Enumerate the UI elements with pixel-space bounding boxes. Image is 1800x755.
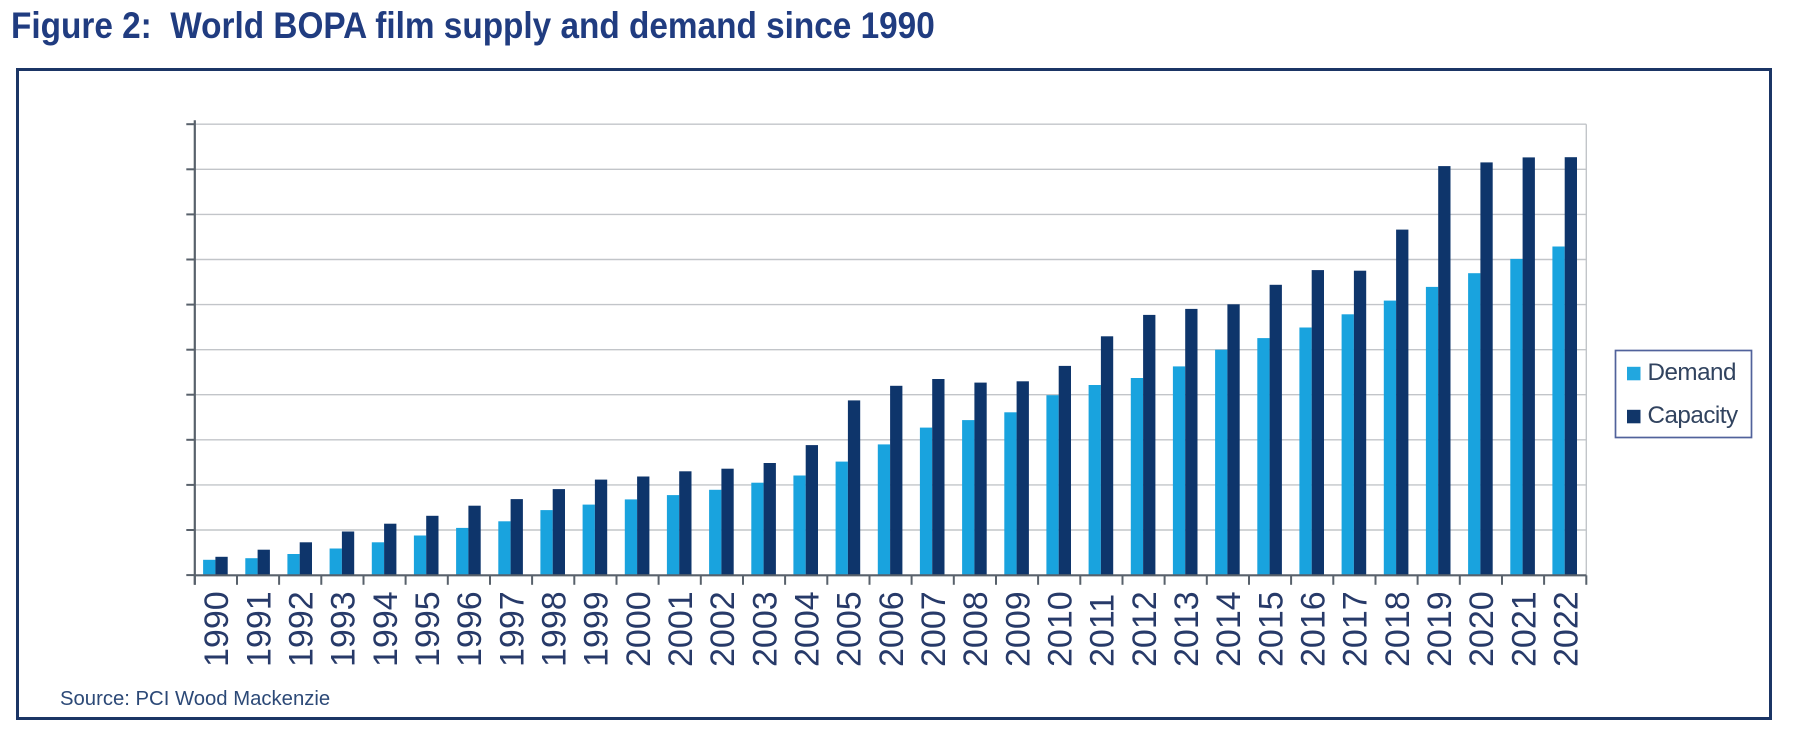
svg-text:1996: 1996 <box>451 591 489 667</box>
svg-text:2020: 2020 <box>1463 591 1501 667</box>
svg-text:2010: 2010 <box>1042 591 1080 667</box>
svg-text:1993: 1993 <box>325 591 363 667</box>
svg-text:1991: 1991 <box>240 591 278 667</box>
svg-text:2014: 2014 <box>1210 591 1248 667</box>
svg-text:Capacity: Capacity <box>1648 402 1740 429</box>
svg-text:1999: 1999 <box>578 591 616 667</box>
svg-text:1998: 1998 <box>536 591 574 667</box>
svg-text:1992: 1992 <box>283 591 321 667</box>
svg-text:2019: 2019 <box>1421 591 1459 667</box>
svg-text:2011: 2011 <box>1084 594 1122 667</box>
svg-text:2021: 2021 <box>1505 591 1543 667</box>
svg-text:1995: 1995 <box>409 591 447 667</box>
svg-text:2012: 2012 <box>1126 591 1164 667</box>
svg-text:Demand: Demand <box>1648 359 1736 386</box>
svg-text:2005: 2005 <box>831 591 869 667</box>
svg-text:2002: 2002 <box>704 591 742 667</box>
svg-text:1997: 1997 <box>493 591 531 667</box>
svg-text:2001: 2001 <box>662 591 700 667</box>
svg-text:1990: 1990 <box>198 591 236 667</box>
svg-text:2018: 2018 <box>1379 591 1417 667</box>
svg-text:2007: 2007 <box>915 591 953 667</box>
svg-text:2015: 2015 <box>1252 591 1290 667</box>
svg-text:2000: 2000 <box>620 591 658 667</box>
svg-text:2004: 2004 <box>789 591 827 667</box>
svg-text:2013: 2013 <box>1168 591 1206 667</box>
svg-text:2017: 2017 <box>1337 591 1375 667</box>
svg-text:2022: 2022 <box>1548 591 1586 667</box>
svg-text:2008: 2008 <box>957 591 995 667</box>
svg-text:2003: 2003 <box>746 591 784 667</box>
svg-text:2009: 2009 <box>999 591 1037 667</box>
svg-text:2016: 2016 <box>1295 591 1333 667</box>
svg-text:1994: 1994 <box>367 591 405 667</box>
svg-text:2006: 2006 <box>873 591 911 667</box>
